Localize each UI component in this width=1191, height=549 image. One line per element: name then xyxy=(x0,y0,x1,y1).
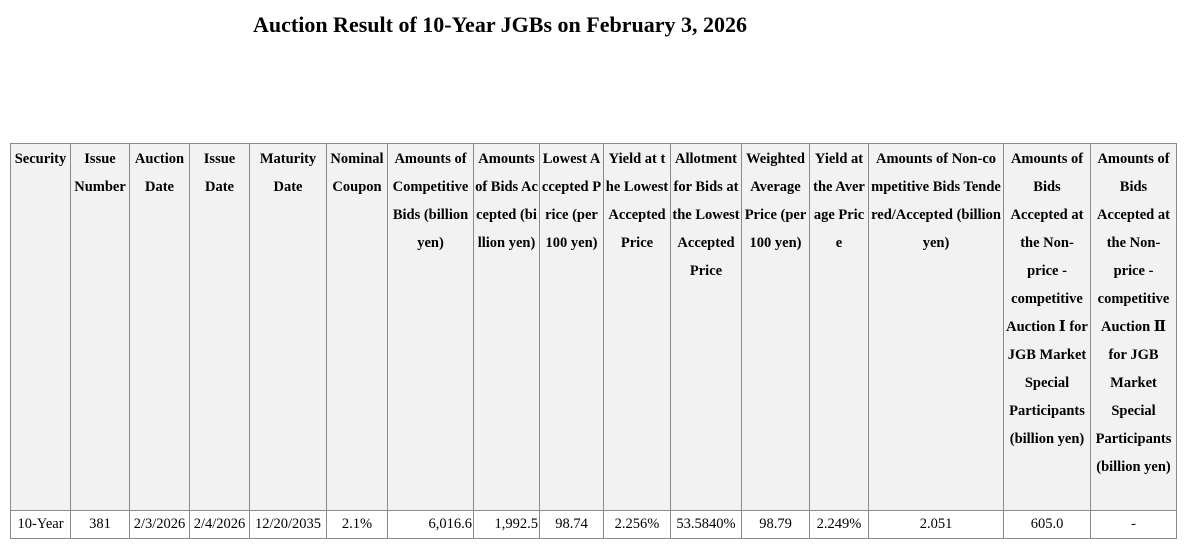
cell-maturity-date: 12/20/2035 xyxy=(249,510,327,539)
cell-nominal-coupon: 2.1% xyxy=(326,510,388,539)
header-weighted-average-price: Weighted Average Price (per 100 yen) xyxy=(741,143,810,511)
header-lowest-accepted-price: Lowest Accepted Price (per 100 yen) xyxy=(539,143,604,511)
cell-bids-accepted: 1,992.5 xyxy=(473,510,540,539)
header-competitive-bids: Amounts of Competitive Bids (billion yen… xyxy=(387,143,474,511)
table-row: 10-Year 381 2/3/2026 2/4/2026 12/20/2035… xyxy=(10,510,1177,539)
header-non-competitive-bids: Amounts of Non-competitive Bids Tendered… xyxy=(868,143,1004,511)
cell-auction-date: 2/3/2026 xyxy=(129,510,190,539)
cell-weighted-average-price: 98.79 xyxy=(741,510,810,539)
cell-lowest-accepted-price: 98.74 xyxy=(539,510,604,539)
cell-non-price-auction-1: 605.0 xyxy=(1003,510,1091,539)
page-title: Auction Result of 10-Year JGBs on Februa… xyxy=(253,12,747,37)
cell-security: 10-Year xyxy=(10,510,71,539)
header-issue-number: Issue Number xyxy=(70,143,130,511)
header-maturity-date: Maturity Date xyxy=(249,143,327,511)
cell-issue-number: 381 xyxy=(70,510,130,539)
header-yield-average-price: Yield at the Average Price xyxy=(809,143,869,511)
header-allotment-lowest-price: Allotment for Bids at the Lowest Accepte… xyxy=(670,143,742,511)
header-bids-accepted: Amounts of Bids Accepted (billion yen) xyxy=(473,143,540,511)
cell-yield-average-price: 2.249% xyxy=(809,510,869,539)
cell-allotment-lowest-price: 53.5840% xyxy=(670,510,742,539)
header-yield-lowest-price: Yield at the Lowest Accepted Price xyxy=(603,143,671,511)
header-nominal-coupon: Nominal Coupon xyxy=(326,143,388,511)
header-issue-date: Issue Date xyxy=(189,143,250,511)
cell-competitive-bids: 6,016.6 xyxy=(387,510,474,539)
header-non-price-auction-1: Amounts of Bids Accepted at the Non-pric… xyxy=(1003,143,1091,511)
cell-non-competitive-bids: 2.051 xyxy=(868,510,1004,539)
header-security: Security xyxy=(10,143,71,511)
cell-issue-date: 2/4/2026 xyxy=(189,510,250,539)
header-auction-date: Auction Date xyxy=(129,143,190,511)
cell-non-price-auction-2: - xyxy=(1090,510,1177,539)
auction-results-table: Security Issue Number Auction Date Issue… xyxy=(10,143,1177,539)
cell-yield-lowest-price: 2.256% xyxy=(603,510,671,539)
header-non-price-auction-2: Amounts of Bids Accepted at the Non-pric… xyxy=(1090,143,1177,511)
header-row: Security Issue Number Auction Date Issue… xyxy=(10,143,1177,511)
